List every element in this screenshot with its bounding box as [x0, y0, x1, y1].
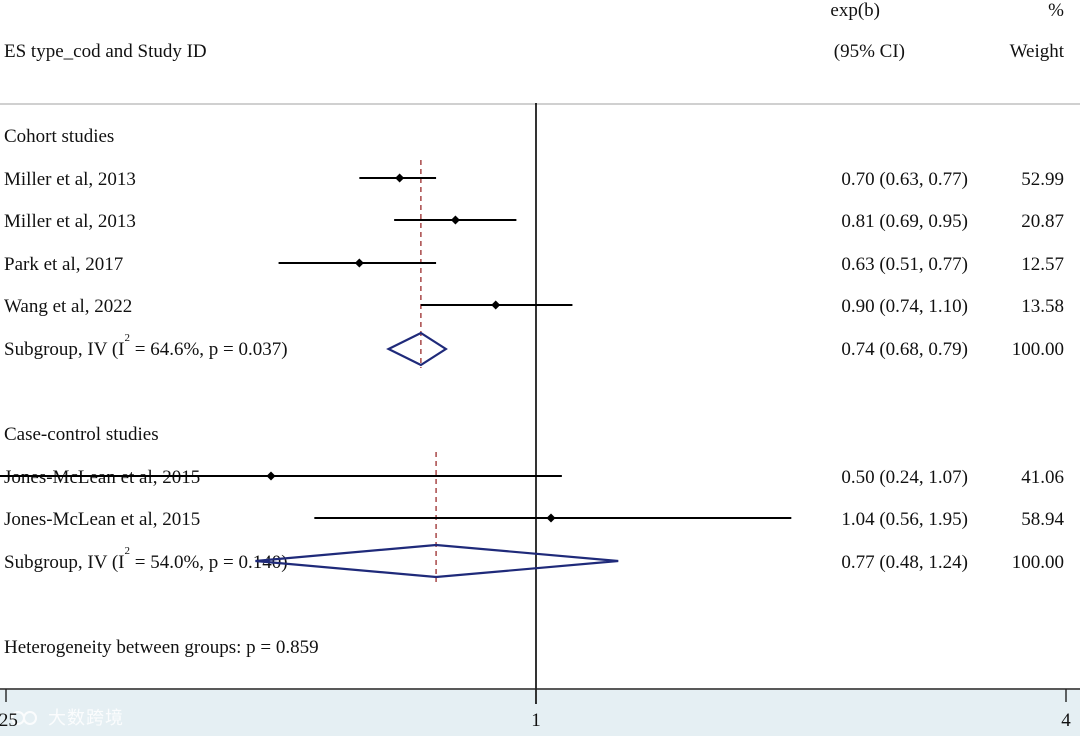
axis-band: [0, 690, 1080, 736]
study-ci: 0.50 (0.24, 1.07): [841, 467, 968, 488]
weight-header-bottom: Weight: [1009, 41, 1064, 62]
subgroup-ci: 0.74 (0.68, 0.79): [841, 339, 968, 360]
heterogeneity-note: Heterogeneity between groups: p = 0.859: [4, 637, 319, 658]
subgroup-label-cohort: Subgroup, IV (I2 = 64.6%, p = 0.037): [4, 331, 288, 360]
study-ci: 0.81 (0.69, 0.95): [841, 211, 968, 232]
group-title-case-control: Case-control studies: [4, 424, 159, 445]
study-ci: 0.70 (0.63, 0.77): [841, 169, 968, 190]
study-point-estimate: [266, 471, 276, 481]
x-tick-label: 4: [1061, 710, 1071, 731]
study-weight: 41.06: [1021, 467, 1064, 488]
study-point-estimate: [546, 513, 556, 523]
study-weight: 58.94: [1021, 509, 1064, 530]
group-title-cohort: Cohort studies: [4, 126, 115, 147]
subgroup-pooled-diamond: [386, 331, 448, 367]
subgroup-pooled-diamond: [255, 543, 619, 579]
subgroup-label-case-control: Subgroup, IV (I2 = 54.0%, p = 0.140): [4, 544, 288, 573]
subgroup-weight: 100.00: [1011, 339, 1064, 360]
study-point-estimate: [450, 215, 460, 225]
study-point-estimate: [395, 173, 405, 183]
study-point-estimate: [491, 300, 501, 310]
study-ci: 0.63 (0.51, 0.77): [841, 254, 968, 275]
subgroup-ci: 0.77 (0.48, 1.24): [841, 552, 968, 573]
study-label: Jones-McLean et al, 2015: [4, 467, 201, 488]
x-tick-label: 1: [531, 710, 541, 731]
study-label: Miller et al, 2013: [4, 211, 136, 232]
subgroup-weight: 100.00: [1011, 552, 1064, 573]
study-weight: 20.87: [1021, 211, 1064, 232]
study-label: Jones-McLean et al, 2015: [4, 509, 201, 530]
header-rule: [0, 103, 1080, 105]
es-header-top: exp(b): [830, 0, 880, 21]
watermark: 大数跨境: [10, 704, 124, 730]
study-point-estimate: [354, 258, 364, 268]
study-label: Park et al, 2017: [4, 254, 124, 275]
x-tick-label: .25: [0, 710, 18, 731]
label-column-header: ES type_cod and Study ID: [4, 41, 207, 62]
study-weight: 52.99: [1021, 169, 1064, 190]
study-weight: 13.58: [1021, 296, 1064, 317]
study-ci: 0.90 (0.74, 1.10): [841, 296, 968, 317]
study-label: Miller et al, 2013: [4, 169, 136, 190]
study-ci: 1.04 (0.56, 1.95): [841, 509, 968, 530]
weight-header-top: %: [1048, 0, 1064, 21]
study-label: Wang et al, 2022: [4, 296, 133, 317]
es-header-bottom: (95% CI): [833, 41, 905, 62]
watermark-logo-icon: [11, 711, 37, 725]
study-weight: 12.57: [1021, 254, 1064, 275]
